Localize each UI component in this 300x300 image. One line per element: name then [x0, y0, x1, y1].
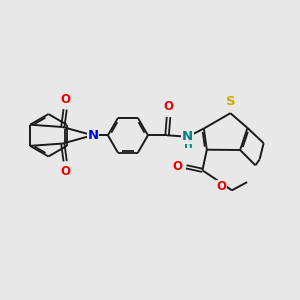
Text: H: H	[184, 140, 193, 150]
Text: O: O	[217, 180, 226, 193]
Text: N: N	[182, 130, 193, 143]
Text: O: O	[172, 160, 182, 173]
Text: O: O	[60, 165, 70, 178]
Text: N: N	[87, 129, 98, 142]
Text: S: S	[226, 95, 235, 108]
Text: O: O	[60, 92, 70, 106]
Text: O: O	[164, 100, 174, 113]
